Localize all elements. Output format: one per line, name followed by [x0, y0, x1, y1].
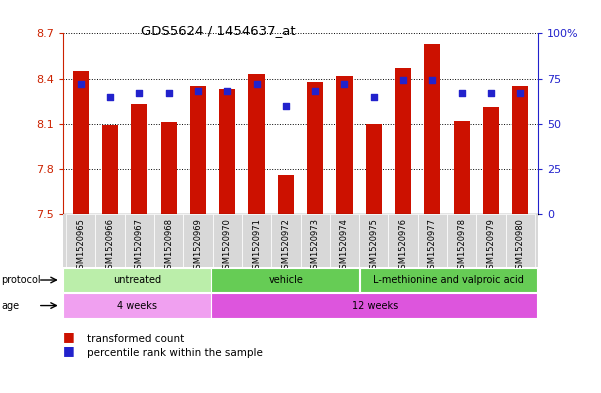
Text: ■: ■ — [63, 344, 75, 357]
Text: GSM1520968: GSM1520968 — [164, 219, 173, 274]
Text: GSM1520967: GSM1520967 — [135, 219, 144, 274]
Bar — [73, 71, 89, 214]
Point — [135, 90, 144, 96]
Point — [193, 88, 203, 94]
Bar — [242, 214, 271, 267]
Bar — [213, 214, 242, 267]
Text: GSM1520974: GSM1520974 — [340, 219, 349, 274]
Bar — [278, 175, 294, 214]
Bar — [418, 214, 447, 267]
Bar — [512, 86, 528, 214]
Text: ■: ■ — [63, 330, 75, 343]
Bar — [212, 293, 537, 318]
Point — [427, 77, 437, 84]
Bar — [330, 214, 359, 267]
Text: transformed count: transformed count — [87, 334, 185, 344]
Bar — [388, 214, 418, 267]
Bar — [424, 44, 441, 214]
Point — [222, 88, 232, 94]
Text: GSM1520969: GSM1520969 — [194, 219, 203, 274]
Bar — [154, 214, 183, 267]
Text: 4 weeks: 4 weeks — [117, 301, 157, 310]
Text: GSM1520966: GSM1520966 — [106, 219, 115, 274]
Text: percentile rank within the sample: percentile rank within the sample — [87, 347, 263, 358]
Text: GSM1520975: GSM1520975 — [369, 219, 378, 274]
Text: GSM1520980: GSM1520980 — [516, 219, 525, 274]
Bar — [63, 293, 211, 318]
Bar — [505, 214, 535, 267]
Point — [340, 81, 349, 87]
Bar — [447, 214, 477, 267]
Text: GSM1520977: GSM1520977 — [428, 219, 437, 274]
Text: L-methionine and valproic acid: L-methionine and valproic acid — [373, 275, 524, 285]
Bar — [300, 214, 330, 267]
Bar — [102, 125, 118, 214]
Bar — [124, 214, 154, 267]
Bar — [307, 82, 323, 214]
Text: GSM1520965: GSM1520965 — [76, 219, 85, 274]
Point — [398, 77, 408, 84]
Bar — [271, 214, 300, 267]
Point — [164, 90, 174, 96]
Point — [76, 81, 85, 87]
Text: GSM1520971: GSM1520971 — [252, 219, 261, 274]
Bar — [96, 214, 124, 267]
Point — [252, 81, 261, 87]
Text: 12 weeks: 12 weeks — [352, 301, 398, 310]
Bar — [160, 122, 177, 214]
Text: GSM1520976: GSM1520976 — [398, 219, 407, 274]
Text: GDS5624 / 1454637_at: GDS5624 / 1454637_at — [141, 24, 296, 37]
Bar — [219, 89, 235, 214]
Bar — [63, 268, 211, 292]
Text: GSM1520970: GSM1520970 — [223, 219, 232, 274]
Text: GSM1520978: GSM1520978 — [457, 219, 466, 274]
Bar — [183, 214, 213, 267]
Bar — [248, 74, 264, 214]
Bar — [360, 268, 537, 292]
Bar — [395, 68, 411, 214]
Bar — [131, 104, 147, 214]
Point — [310, 88, 320, 94]
Text: GSM1520973: GSM1520973 — [311, 219, 320, 274]
Bar — [483, 107, 499, 214]
Point — [457, 90, 466, 96]
Text: untreated: untreated — [113, 275, 161, 285]
Point — [486, 90, 496, 96]
Text: GSM1520972: GSM1520972 — [281, 219, 290, 274]
Point — [369, 94, 379, 100]
Text: protocol: protocol — [1, 275, 41, 285]
Bar — [190, 86, 206, 214]
Bar — [359, 214, 388, 267]
Bar — [366, 124, 382, 214]
Bar — [477, 214, 505, 267]
Text: age: age — [1, 301, 19, 310]
Point — [105, 94, 115, 100]
Text: GSM1520979: GSM1520979 — [486, 219, 495, 274]
Text: vehicle: vehicle — [268, 275, 303, 285]
Bar — [212, 268, 359, 292]
Bar — [454, 121, 470, 214]
Point — [281, 103, 291, 109]
Point — [516, 90, 525, 96]
Bar — [337, 75, 353, 214]
Bar — [66, 214, 96, 267]
